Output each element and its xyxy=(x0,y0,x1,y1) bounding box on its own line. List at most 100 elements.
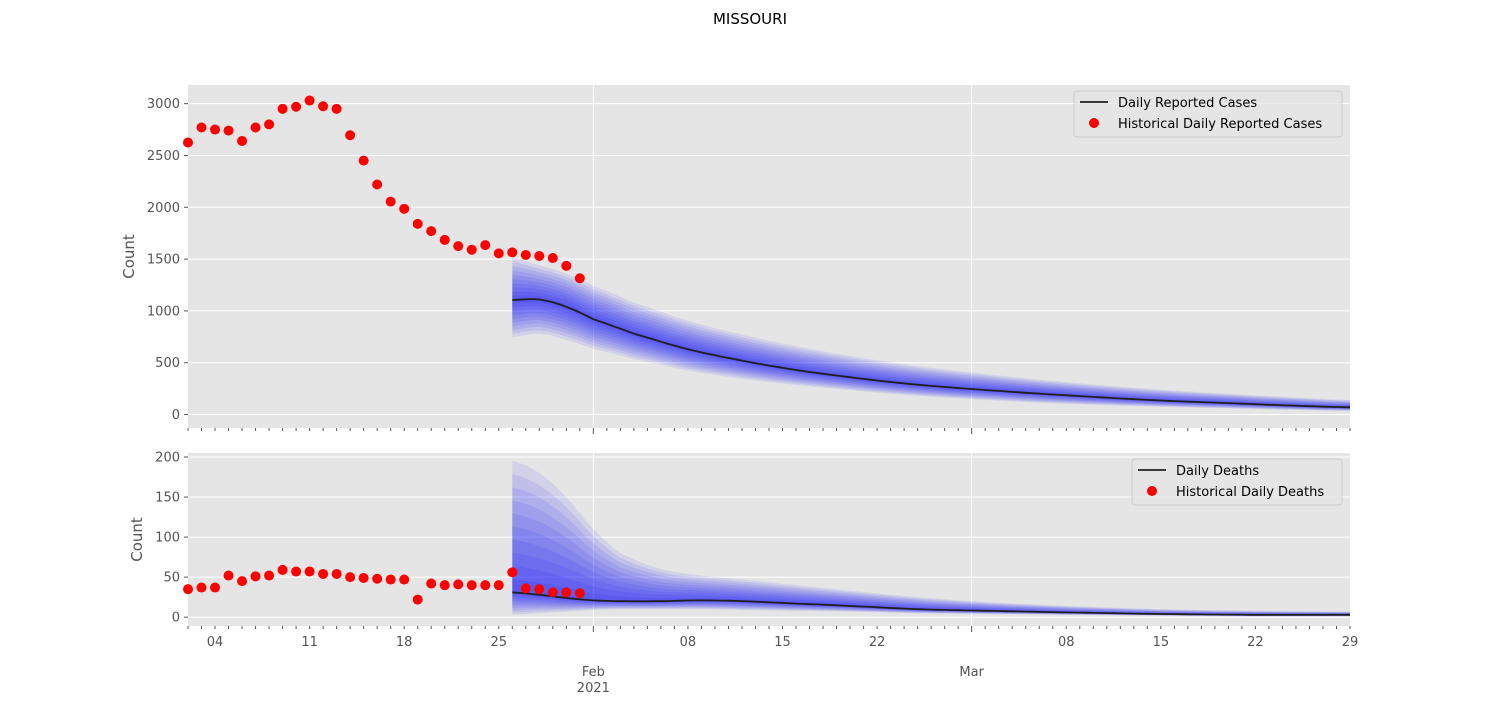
x-tick-label: 08 xyxy=(680,635,697,650)
historical-point xyxy=(561,587,572,598)
forecast-band xyxy=(512,262,1350,411)
forecast-band xyxy=(512,539,1350,616)
historical-point xyxy=(507,247,518,258)
y-tick-label: 2500 xyxy=(147,149,180,164)
x-tick-label: 22 xyxy=(869,635,886,650)
y-tick-label: 1000 xyxy=(147,304,180,319)
y-tick-label: 50 xyxy=(163,571,180,586)
historical-point xyxy=(210,582,221,593)
historical-point xyxy=(345,130,356,141)
forecast-band xyxy=(512,526,1350,616)
y-tick-label: 1500 xyxy=(147,253,180,268)
historical-point xyxy=(183,137,193,148)
historical-point xyxy=(547,587,558,598)
forecast-band xyxy=(512,500,1350,616)
legend-point-swatch xyxy=(1147,486,1157,496)
chart-panel-1: 0 500 1000 1500 2000 2500 3000 Count Daily Repor… xyxy=(120,85,1351,434)
historical-point xyxy=(453,241,464,252)
historical-point xyxy=(237,135,248,146)
historical-point xyxy=(304,566,315,577)
x-tick-label: 11 xyxy=(301,635,318,650)
chart-panel-2: 0 50 100 150 200 Count 04 11 18 25 08 15 22 08 15 22 29 F… xyxy=(128,451,1358,696)
historical-point xyxy=(183,584,193,595)
legend: Daily Reported Cases Historical Daily Rep… xyxy=(1073,90,1343,138)
y-tick-label: 500 xyxy=(155,356,180,371)
historical-point xyxy=(210,124,221,135)
x-tick-label: 08 xyxy=(1058,635,1075,650)
historical-point xyxy=(439,234,450,245)
historical-point xyxy=(318,101,329,112)
legend-box xyxy=(1073,90,1343,138)
historical-point xyxy=(574,273,585,284)
historical-point xyxy=(385,574,396,585)
historical-point xyxy=(385,196,396,207)
historical-point xyxy=(345,572,356,583)
legend-label: Historical Daily Reported Cases xyxy=(1118,117,1322,132)
x-major-label: Mar xyxy=(959,665,984,680)
historical-point xyxy=(223,570,234,581)
historical-point xyxy=(439,580,450,591)
y-tick-label: 0 xyxy=(172,408,180,423)
historical-point xyxy=(250,122,261,133)
y-tick-label: 2000 xyxy=(147,201,180,216)
historical-point xyxy=(318,568,329,579)
legend-box xyxy=(1131,458,1343,506)
x-tick-label: 15 xyxy=(1153,635,1170,650)
historical-point xyxy=(399,203,410,214)
historical-point xyxy=(520,249,531,260)
y-axis-label: Count xyxy=(120,234,138,279)
x-tick-label: 15 xyxy=(774,635,791,650)
x-major-label: Feb xyxy=(582,665,605,680)
historical-point xyxy=(561,260,572,271)
historical-point xyxy=(534,250,545,261)
historical-point xyxy=(331,103,342,114)
forecast-band xyxy=(512,283,1350,409)
historical-point xyxy=(277,103,288,114)
forecast-band xyxy=(512,258,1350,411)
historical-point xyxy=(372,573,383,584)
historical-point xyxy=(426,578,437,589)
historical-point xyxy=(547,253,558,264)
historical-point xyxy=(480,240,491,251)
x-tick-label: 25 xyxy=(490,635,507,650)
historical-point xyxy=(412,218,423,229)
x-tick-label: 18 xyxy=(396,635,413,650)
historical-point xyxy=(358,155,369,166)
historical-point xyxy=(304,95,315,106)
historical-point xyxy=(372,179,383,190)
historical-points xyxy=(183,95,585,284)
y-tick-label: 0 xyxy=(172,611,180,626)
forecast-band xyxy=(512,274,1350,410)
legend: Daily Deaths Historical Daily Deaths xyxy=(1131,458,1343,506)
historical-point xyxy=(493,580,504,591)
legend-label: Daily Reported Cases xyxy=(1118,96,1257,111)
historical-point xyxy=(358,572,369,583)
forecast-band xyxy=(512,291,1350,408)
y-tick-label: 100 xyxy=(155,531,180,546)
forecast-band xyxy=(512,474,1350,617)
y-axis-label: Count xyxy=(128,517,146,562)
legend-label: Historical Daily Deaths xyxy=(1176,485,1324,500)
historical-point xyxy=(466,244,477,255)
x-tick-label: 29 xyxy=(1342,635,1359,650)
historical-point xyxy=(534,584,545,595)
legend-label: Daily Deaths xyxy=(1176,464,1259,479)
x-year-label: 2021 xyxy=(577,681,610,696)
forecast-band xyxy=(512,270,1350,410)
y-tick-label: 3000 xyxy=(147,97,180,112)
y-tick-label: 200 xyxy=(155,451,180,466)
historical-point xyxy=(574,588,585,599)
historical-point xyxy=(493,248,504,259)
legend-point-swatch xyxy=(1089,118,1099,128)
historical-point xyxy=(277,564,288,575)
historical-point xyxy=(480,580,491,591)
historical-point xyxy=(250,571,261,582)
forecast-median-line xyxy=(512,298,1350,409)
historical-point xyxy=(196,122,207,133)
forecast-band xyxy=(512,279,1350,410)
forecast-band xyxy=(512,487,1350,617)
historical-point xyxy=(426,226,437,237)
y-tick-label: 150 xyxy=(155,491,180,506)
